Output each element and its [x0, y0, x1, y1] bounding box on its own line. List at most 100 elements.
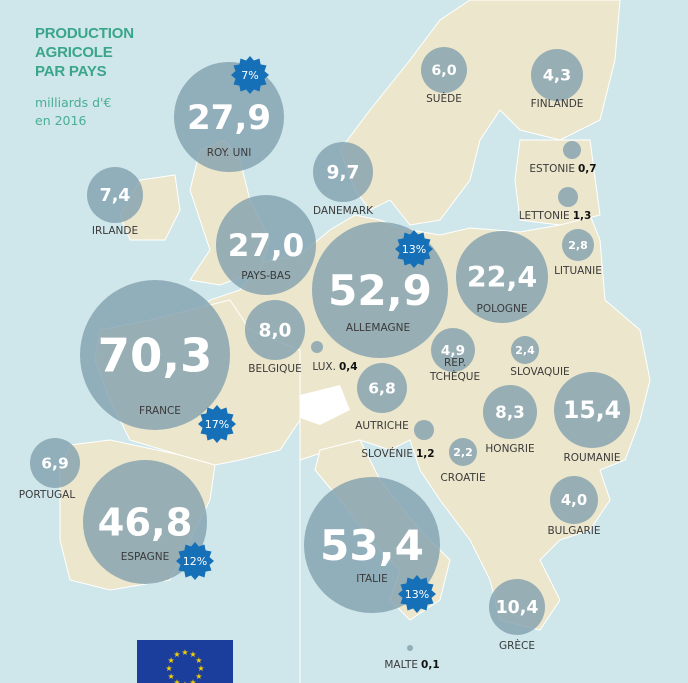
value-bubble: [357, 363, 407, 413]
production-value: 8,3: [495, 402, 525, 422]
country-lu: LUX. 0,4: [311, 341, 358, 373]
production-value: 6,8: [368, 379, 395, 397]
eu-star-icon: ★: [165, 664, 172, 673]
eu-star-icon: ★: [197, 664, 204, 673]
country-sk: 2,4 SLOVAQUIE: [510, 336, 570, 378]
eu-star-icon: ★: [173, 678, 180, 683]
production-value: 70,3: [98, 328, 213, 382]
eu-star-icon: ★: [181, 648, 188, 657]
value-bubble: [550, 476, 598, 524]
country-pl: 22,4 POLOGNE: [456, 231, 548, 323]
production-value: 2,8: [568, 239, 588, 252]
country-es: 46,8 ESPAGNE 12%: [83, 460, 214, 584]
country-label: BULGARIE: [547, 525, 600, 537]
country-hr: 2,2 CROATIE: [440, 438, 486, 484]
production-value: 4,3: [543, 66, 572, 85]
badge-starburst-icon: [198, 405, 236, 443]
badge-percent: 7%: [241, 69, 258, 82]
country-si: SLOVÉNIE 1,2: [361, 420, 435, 460]
production-value: 8,0: [259, 321, 292, 342]
production-value: 27,9: [187, 98, 271, 138]
badge-starburst-icon: [176, 542, 214, 580]
production-value: 2,4: [515, 344, 535, 357]
country-se: 6,0 SUÈDE: [421, 47, 467, 105]
production-value: 22,4: [467, 261, 537, 294]
production-value: 52,9: [328, 266, 432, 315]
country-label: REP. TCHÈQUE: [429, 357, 480, 383]
value-bubble: [558, 187, 578, 207]
value-bubble: [449, 438, 477, 466]
value-bubble: [311, 341, 323, 353]
eu-star-icon: ★: [168, 656, 175, 665]
country-label: BELGIQUE: [248, 363, 302, 375]
value-bubble: [304, 477, 440, 613]
value-bubble: [313, 142, 373, 202]
production-value: 0,4: [339, 361, 358, 373]
country-mt: MALTE 0,1: [384, 645, 440, 671]
value-bubble: [80, 280, 230, 430]
country-uk: 27,9 ROY. UNI 7%: [174, 56, 284, 172]
value-bubble: [216, 195, 316, 295]
eu-star-icon: ★: [195, 656, 202, 665]
country-label: ALLEMAGNE: [346, 322, 410, 334]
value-bubble: [563, 141, 581, 159]
value-bubble: [414, 420, 434, 440]
production-value: 53,4: [320, 521, 424, 570]
share-badge: 12%: [176, 542, 214, 580]
country-label: IRLANDE: [92, 225, 138, 237]
badge-starburst-icon: [395, 230, 433, 268]
value-bubble: [456, 231, 548, 323]
country-fr: 70,3 FRANCE 17%: [80, 280, 236, 443]
production-value: 27,0: [228, 228, 305, 264]
share-badge: 7%: [231, 56, 269, 94]
country-nl: 27,0 PAYS-BAS: [216, 195, 316, 295]
map-title: PRODUCTION AGRICOLE PAR PAYS: [35, 25, 134, 80]
country-label: ROY. UNI: [207, 147, 252, 159]
eu-star-icon: ★: [168, 672, 175, 681]
value-bubble: [245, 300, 305, 360]
country-ro: 15,4 ROUMANIE: [554, 372, 630, 464]
country-at: 6,8 AUTRICHE: [355, 363, 409, 432]
eu-star-icon: ★: [189, 678, 196, 683]
country-pt: 6,9 PORTUGAL: [19, 438, 80, 501]
country-label: MALTE 0,1: [384, 659, 439, 671]
country-label: LETTONIE 1,3: [519, 210, 592, 222]
production-value: 10,4: [496, 598, 539, 618]
production-value: 46,8: [98, 500, 193, 545]
production-value: 4,9: [441, 343, 465, 359]
country-lv: LETTONIE 1,3: [519, 187, 592, 222]
share-badge: 13%: [398, 575, 436, 613]
country-bg: 4,0 BULGARIE: [547, 476, 601, 537]
production-value: 1,2: [416, 448, 435, 460]
map-subtitle: milliards d'€ en 2016: [35, 95, 112, 128]
country-it: 53,4 ITALIE 13%: [304, 477, 440, 613]
country-de: 52,9 ALLEMAGNE 13%: [312, 222, 448, 358]
production-value: 7,4: [100, 186, 131, 206]
country-label: ESTONIE 0,7: [529, 163, 596, 175]
value-bubble: [30, 438, 80, 488]
country-label: FINLANDE: [531, 98, 584, 110]
value-bubble: [554, 372, 630, 448]
country-label: SLOVÉNIE 1,2: [361, 447, 434, 460]
country-label: AUTRICHE: [355, 420, 409, 432]
share-badge: 13%: [395, 230, 433, 268]
share-badge: 17%: [198, 405, 236, 443]
eu-stars-icon: ★★★★★★★★★★★★: [165, 648, 204, 683]
value-bubble: [483, 385, 537, 439]
eu-star-icon: ★: [173, 650, 180, 659]
value-bubble: [407, 645, 413, 651]
country-label: GRÈCE: [499, 639, 535, 652]
land-switzerland: [300, 385, 350, 425]
land-baltics: [514, 139, 601, 226]
value-bubble: [511, 336, 539, 364]
country-label: SLOVAQUIE: [510, 366, 569, 378]
country-gr: 10,4 GRÈCE: [489, 579, 545, 652]
country-label: CROATIE: [440, 472, 485, 484]
country-ee: ESTONIE 0,7: [529, 141, 597, 175]
eu-star-icon: ★: [195, 672, 202, 681]
country-label: LUX. 0,4: [312, 361, 357, 373]
production-value: 15,4: [563, 396, 621, 424]
badge-starburst-icon: [231, 56, 269, 94]
